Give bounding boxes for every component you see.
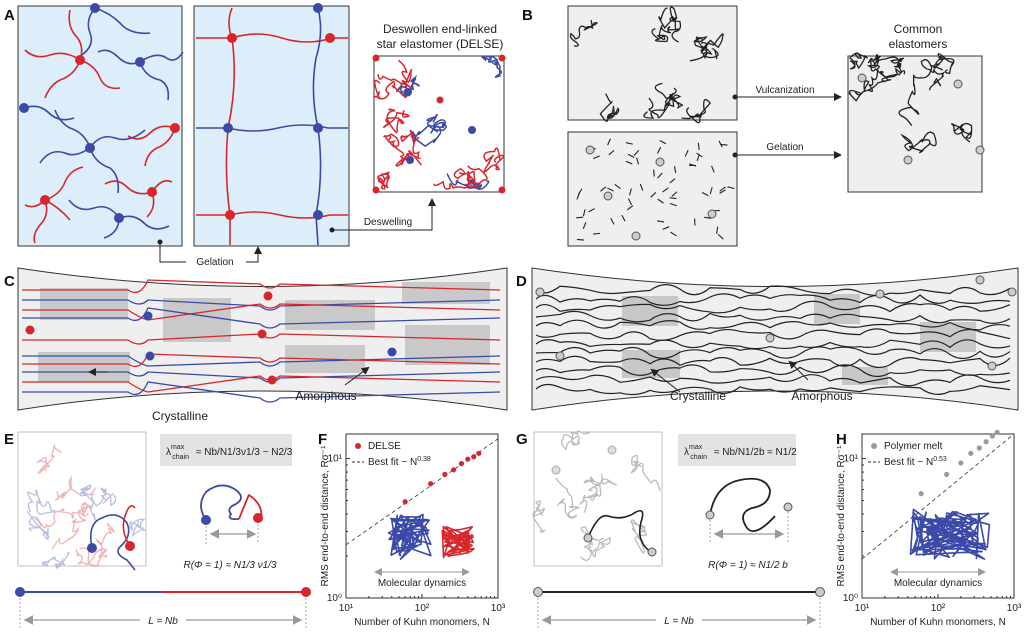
gelation-label-a: Gelation	[196, 257, 233, 268]
data-point	[428, 481, 434, 487]
y-tick-label: 10⁰	[327, 593, 342, 604]
gelation-label-b: Gelation	[766, 142, 803, 153]
x-tick-label: 10¹	[855, 603, 870, 614]
amorphous-label-d: Amorphous	[791, 389, 852, 403]
x-axis-label: Number of Kuhn monomers, N	[354, 617, 490, 628]
md-chain	[441, 525, 475, 559]
formula-e: ≈ Nb/N1/3ν1/3 ~ N2/3	[196, 447, 293, 458]
deswelling-label-bg	[356, 213, 422, 229]
x-axis-label: Number of Kuhn monomers, N	[870, 617, 1006, 628]
data-point	[989, 433, 996, 439]
formula-g: ≈ Nb/N1/2b ≈ N1/2	[714, 447, 797, 458]
data-point	[918, 491, 924, 497]
rms-e: R(Φ = 1) ≈ N1/3 ν1/3	[183, 560, 276, 571]
panel-label-d: D	[516, 273, 527, 290]
y-tick-label: 10¹	[844, 454, 859, 465]
data-point	[442, 471, 448, 477]
length-label-g: L = Nb	[664, 616, 694, 627]
x-tick-label: 10²	[931, 603, 946, 614]
rms-g: R(Φ = 1) ≈ N1/2 b	[708, 560, 788, 571]
panel-label-g: G	[516, 431, 528, 448]
panel-label-c: C	[4, 273, 15, 290]
panel-e-chain	[200, 484, 263, 544]
x-tick-label: 10³	[491, 603, 506, 614]
length-bar-e	[15, 587, 311, 628]
panel-label-a: A	[4, 7, 15, 24]
legend-fit-label: Best fit ~ N0.53	[884, 456, 947, 468]
gelation-label-bg	[186, 252, 246, 270]
data-point	[994, 429, 1000, 436]
panel-d-stretched-common	[531, 267, 1019, 411]
y-tick-label: 10⁰	[843, 593, 858, 604]
y-axis-label: RMS end-to-end distance, Rσ⁻¹	[320, 445, 331, 587]
amorphous-label-c: Amorphous	[295, 389, 356, 403]
panel-b-title-1: Common	[894, 22, 943, 36]
crystalline-label-d: Crystalline	[670, 389, 726, 403]
panel-b-monomers	[567, 131, 738, 247]
panel-a-gel-network	[193, 3, 350, 247]
data-point	[958, 460, 964, 466]
formula-box-g	[678, 434, 796, 466]
data-point	[476, 450, 482, 456]
x-tick-label: 10²	[415, 603, 430, 614]
panel-b-arrows	[732, 93, 842, 159]
inset-label: Molecular dynamics	[378, 578, 466, 589]
legend-series-label: Polymer melt	[884, 441, 943, 452]
panel-g-network-faded	[532, 430, 663, 567]
x-tick-label: 10¹	[339, 603, 354, 614]
inset-label: Molecular dynamics	[894, 578, 982, 589]
x-tick-label: 10³	[1007, 603, 1022, 614]
panel-b-title-2: elastomers	[889, 37, 948, 51]
panel-g-chain	[705, 477, 793, 544]
data-point	[968, 450, 974, 456]
deswelling-label: Deswelling	[364, 217, 412, 228]
vulcanization-label: Vulcanization	[755, 85, 814, 96]
panel-b-common-elastomer	[847, 52, 985, 193]
panel-a-title-2: star elastomer (DELSE)	[377, 37, 504, 51]
legend-marker	[355, 443, 361, 449]
length-bar-g	[533, 587, 825, 628]
data-point	[976, 445, 982, 451]
panel-a-title-1: Deswollen end-linked	[383, 22, 497, 36]
data-point	[402, 499, 408, 505]
data-point	[465, 456, 471, 462]
data-point	[450, 467, 457, 473]
panel-label-e: E	[4, 431, 14, 448]
fit-line	[861, 433, 1015, 560]
formula-box-e	[160, 434, 292, 466]
y-tick-label: 10¹	[328, 454, 343, 465]
legend-series-label: DELSE	[368, 441, 401, 452]
y-axis-label: RMS end-to-end distance, Rσ⁻¹	[836, 445, 847, 587]
panel-label-f: F	[318, 431, 327, 448]
length-label-e: L = Nb	[148, 616, 178, 627]
data-point	[983, 439, 989, 445]
data-point	[458, 461, 465, 467]
crystalline-label-c: Crystalline	[152, 409, 208, 423]
data-point	[471, 454, 477, 460]
panel-b-raw-polymer	[567, 5, 738, 124]
md-chain	[387, 513, 432, 560]
data-point	[944, 471, 950, 477]
md-chain	[909, 508, 991, 560]
panel-d-pointers	[650, 360, 809, 393]
panel-a-star-polymers	[17, 3, 184, 247]
panel-c-stretched-delse	[17, 267, 508, 411]
legend-marker	[871, 443, 877, 449]
legend-fit-label: Best fit ~ N0.38	[368, 456, 431, 468]
panel-e-network-faded	[17, 431, 147, 571]
delse-network	[372, 54, 506, 194]
panel-label-b: B	[522, 7, 533, 24]
panel-label-h: H	[836, 431, 847, 448]
panel-c-pointers	[88, 366, 370, 386]
